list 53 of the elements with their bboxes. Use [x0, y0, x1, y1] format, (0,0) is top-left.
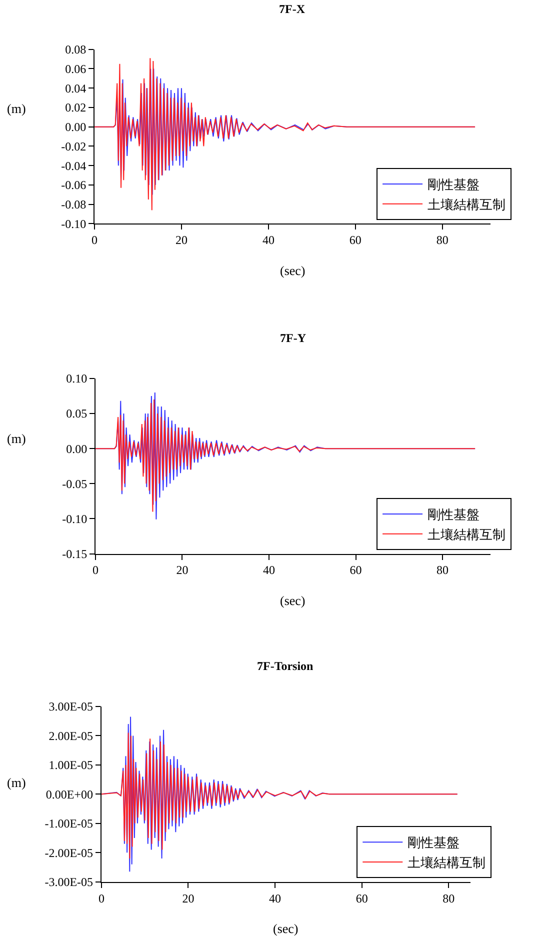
- y-tick-label: -0.04: [61, 158, 86, 173]
- x-axis-title: (sec): [280, 593, 306, 608]
- y-tick-label: -0.08: [61, 198, 86, 212]
- chart-title: 7F-X: [279, 2, 306, 16]
- y-tick-label: 3.00E-05: [48, 700, 94, 714]
- y-axis-title: (m): [7, 101, 26, 116]
- x-axis-title: (sec): [280, 263, 306, 278]
- x-axis-title: (sec): [273, 921, 298, 936]
- x-tick-label: 0: [92, 563, 98, 578]
- y-tick-label: -0.05: [62, 476, 88, 491]
- legend-label: 剛性基盤: [428, 507, 480, 522]
- y-tick-label: -0.02: [61, 139, 86, 154]
- x-tick-label: 20: [175, 233, 188, 248]
- x-tick-label: 20: [182, 891, 194, 906]
- y-tick-label: -0.10: [62, 512, 88, 526]
- y-tick-label: -0.06: [61, 178, 86, 192]
- y-tick-label: 0.04: [65, 81, 86, 96]
- y-tick-label: 0.10: [66, 372, 88, 386]
- x-tick-label: 0: [98, 891, 104, 906]
- x-tick-label: 40: [263, 563, 276, 578]
- legend-label: 土壤結構互制: [428, 196, 506, 212]
- x-tick-label: 40: [262, 233, 274, 248]
- legend-label: 土壤結構互制: [408, 855, 486, 870]
- y-tick-label: 2.00E-05: [48, 728, 94, 743]
- x-tick-label: 60: [350, 563, 362, 578]
- y-tick-label: -2.00E-05: [44, 846, 94, 860]
- y-tick-label: -0.10: [61, 216, 86, 231]
- y-tick-label: 0.08: [65, 42, 86, 57]
- y-tick-label: 0.02: [65, 100, 86, 115]
- y-tick-label: 0.05: [66, 406, 88, 421]
- y-tick-label: 0.00E+00: [46, 787, 94, 802]
- x-tick-label: 0: [91, 233, 98, 248]
- x-tick-label: 20: [176, 563, 188, 578]
- y-tick-label: -0.15: [62, 546, 88, 561]
- y-tick-label: -1.00E-05: [44, 816, 94, 831]
- y-axis-title: (m): [7, 775, 26, 790]
- y-axis-title: (m): [7, 431, 26, 446]
- y-tick-label: 0.00: [65, 120, 86, 134]
- legend-label: 剛性基盤: [408, 835, 460, 850]
- x-tick-label: 80: [442, 891, 455, 906]
- y-tick-label: 0.06: [65, 62, 86, 76]
- x-tick-label: 60: [356, 891, 368, 906]
- x-tick-label: 40: [269, 891, 282, 906]
- chart-title: 7F-Torsion: [257, 659, 314, 673]
- y-tick-label: 0.00: [66, 442, 88, 456]
- chart-title: 7F-Y: [280, 331, 306, 345]
- x-tick-label: 60: [349, 233, 362, 248]
- legend-label: 剛性基盤: [428, 177, 480, 192]
- x-tick-label: 80: [436, 233, 448, 248]
- x-tick-label: 80: [436, 563, 449, 578]
- y-tick-label: 1.00E-05: [48, 758, 94, 772]
- legend-label: 土壤結構互制: [428, 526, 506, 542]
- y-tick-label: -3.00E-05: [44, 875, 94, 890]
